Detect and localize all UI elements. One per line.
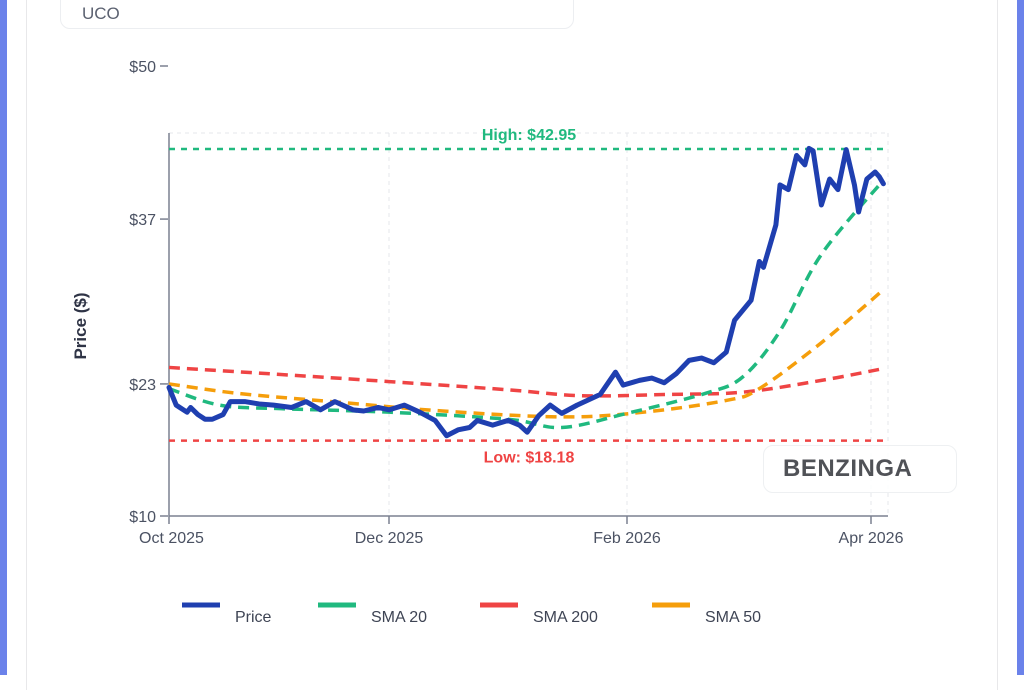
watermark-box [763, 445, 957, 493]
series-lines [166, 145, 886, 439]
legend-label: SMA 20 [371, 609, 427, 626]
y-tick-label: $50 [129, 59, 156, 76]
series-line-sma-200 [168, 365, 884, 398]
series-line-price [166, 145, 886, 439]
legend-item-sma-200[interactable]: SMA 200 [480, 602, 598, 626]
legend-item-sma-20[interactable]: SMA 20 [318, 602, 427, 626]
x-tick-label: Dec 2025 [355, 530, 424, 547]
x-tick-label: Apr 2026 [839, 530, 904, 547]
price-chart: $10 $23 $37 $50 Oct 2025 Dec 2025 Feb 2026 Apr … [71, 59, 904, 626]
legend-label: SMA 200 [533, 609, 598, 626]
x-tick-label: Feb 2026 [593, 530, 661, 547]
series-line-sma-50 [168, 288, 885, 419]
ticker-symbol: UCO [82, 4, 120, 23]
benzinga-watermark: BENZINGA [783, 455, 913, 482]
series-line-sma-20 [168, 179, 885, 430]
legend: Price SMA 20 SMA 200 SMA 50 [182, 602, 761, 626]
right-accent-bar [1017, 0, 1024, 675]
legend-item-sma-50[interactable]: SMA 50 [652, 602, 761, 626]
low-label: Low: $18.18 [484, 450, 575, 467]
legend-label: SMA 50 [705, 609, 761, 626]
legend-item-price[interactable]: Price [182, 602, 272, 626]
y-tick-label: $23 [129, 377, 156, 394]
y-axis-title: Price ($) [71, 292, 90, 359]
y-tick-label: $37 [129, 212, 156, 229]
ticker-box [60, 0, 574, 29]
high-label: High: $42.95 [482, 127, 576, 144]
chart-card [26, 0, 998, 690]
left-accent-bar [0, 0, 7, 675]
legend-label: Price [235, 609, 272, 626]
x-tick-label: Oct 2025 [139, 530, 204, 547]
axes: $10 $23 $37 $50 Oct 2025 Dec 2025 Feb 2026 Apr … [129, 59, 903, 547]
y-tick-label: $10 [129, 509, 156, 526]
reference-lines: High: $42.95 Low: $18.18 [169, 127, 888, 467]
